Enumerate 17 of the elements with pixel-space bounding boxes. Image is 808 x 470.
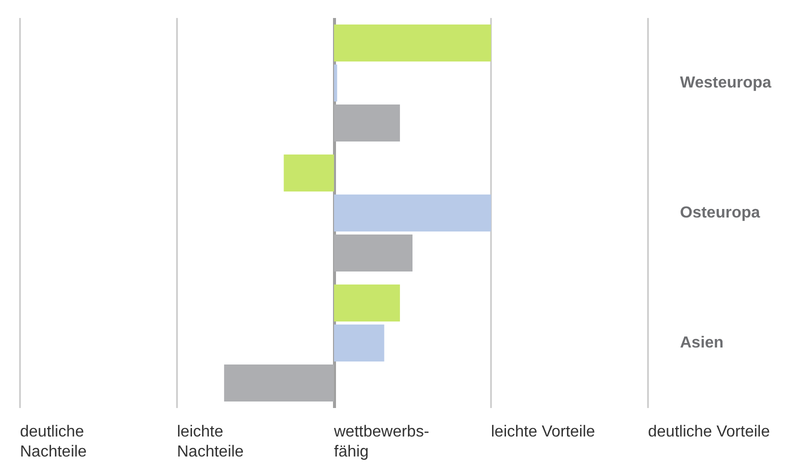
text: wettbewerbs- fähig <box>333 424 430 460</box>
bar <box>334 104 400 142</box>
bar <box>334 324 384 362</box>
y-tick-label: Asien <box>680 334 724 352</box>
bar <box>224 364 334 402</box>
y-tick-label: Osteuropa <box>680 204 760 222</box>
text: leichte Vorteile <box>491 424 596 440</box>
bar <box>334 234 412 272</box>
text: deutliche Vorteile <box>648 424 770 440</box>
y-tick-label: Westeuropa <box>680 74 772 92</box>
bar <box>334 284 400 322</box>
bar <box>284 154 334 192</box>
text: deutliche Nachteile <box>20 424 87 460</box>
bar <box>334 64 338 102</box>
text: leichte Nachteile <box>177 424 244 460</box>
bar <box>334 24 491 62</box>
bar <box>334 194 491 232</box>
